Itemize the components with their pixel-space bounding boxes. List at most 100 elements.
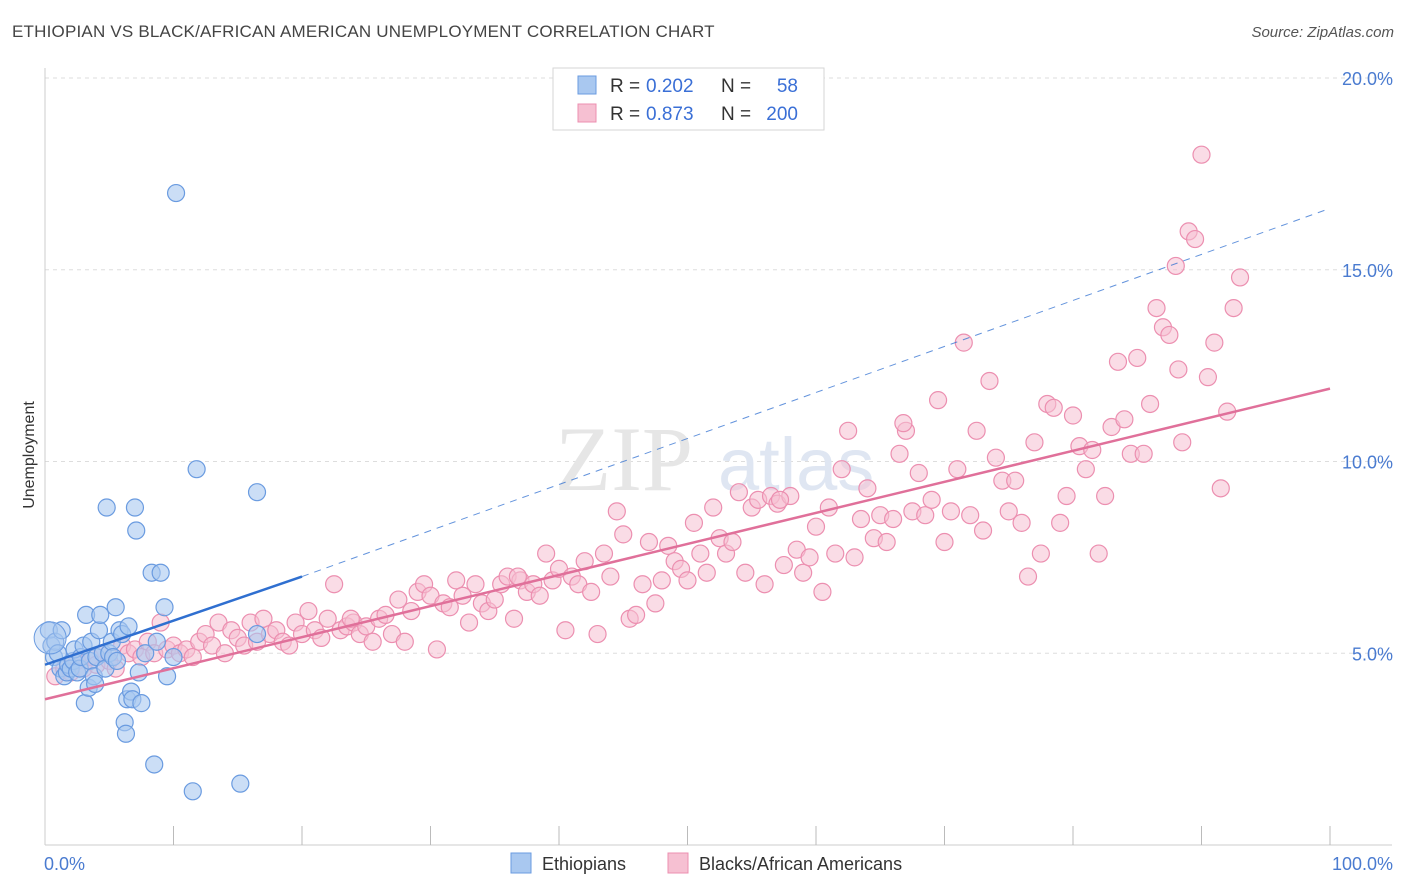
black-point-95	[659, 536, 678, 555]
black-point-135	[916, 506, 935, 525]
black-point-171	[1147, 299, 1166, 318]
black-point-137	[928, 391, 948, 410]
bottom-legend: Ethiopians Blacks/African Americans	[510, 852, 902, 874]
black-point-125	[851, 509, 871, 529]
black-point-173	[1160, 325, 1179, 345]
black-point-101	[697, 563, 716, 582]
black-point-165	[1108, 352, 1128, 371]
ethiopian-point-58	[231, 774, 250, 793]
ethiopian-point-40	[119, 617, 138, 636]
watermark: ZIP atlas	[555, 408, 874, 510]
black-point-169	[1134, 444, 1153, 463]
bottom-legend-swatch-ethiopians	[510, 852, 532, 874]
black-point-124	[845, 548, 864, 567]
black-point-160	[1076, 460, 1095, 479]
legend-n-value-1: 58	[777, 76, 798, 97]
black-point-131	[890, 444, 909, 463]
black-point-170	[1140, 394, 1160, 414]
chart-title: ETHIOPIAN VS BLACK/AFRICAN AMERICAN UNEM…	[12, 22, 715, 41]
ethiopian-cluster-bubble	[33, 621, 67, 655]
legend-r-label-2: R =	[610, 104, 640, 125]
black-point-142	[961, 506, 980, 525]
grid-lines	[45, 77, 1392, 654]
black-point-99	[684, 513, 704, 532]
black-point-119	[813, 582, 832, 601]
y-tick-label-1: 10.0%	[1342, 453, 1393, 473]
black-point-148	[999, 502, 1018, 521]
black-point-186	[894, 414, 913, 433]
black-point-49	[363, 632, 382, 651]
black-point-71	[504, 609, 524, 628]
black-point-113	[774, 555, 793, 575]
ethiopian-point-60	[247, 624, 267, 644]
legend-r-value-2: 0.873	[646, 104, 694, 125]
legend-r-value-1: 0.202	[646, 76, 694, 97]
black-point-94	[652, 571, 671, 590]
watermark-zip: ZIP	[555, 408, 693, 510]
black-point-126	[858, 479, 877, 498]
black-point-150	[1012, 513, 1031, 532]
bottom-legend-swatch-blacks	[667, 852, 689, 874]
black-point-152	[1025, 433, 1044, 452]
ethiopian-point-47	[136, 644, 155, 663]
black-point-145	[980, 371, 999, 391]
black-point-92	[639, 532, 659, 552]
legend-n-label-2: N =	[721, 104, 751, 125]
black-point-177	[1185, 229, 1205, 249]
black-point-87	[607, 502, 626, 521]
black-point-139	[941, 502, 961, 521]
ethiopian-point-43	[125, 498, 145, 517]
black-series-points	[46, 145, 1250, 686]
black-point-90	[626, 605, 646, 625]
x-tick-label-0: 0.0%	[44, 854, 85, 874]
black-point-68	[485, 590, 504, 609]
black-point-178	[1192, 145, 1211, 164]
ethiopian-series-points	[33, 183, 267, 801]
black-trend-line	[44, 387, 1331, 701]
black-point-129	[877, 532, 896, 552]
black-point-84	[588, 624, 607, 644]
black-point-140	[948, 460, 967, 479]
black-point-187	[770, 490, 790, 509]
black-point-130	[883, 509, 903, 529]
black-point-98	[678, 571, 697, 590]
legend-swatch-blacks	[577, 103, 597, 123]
black-point-65	[466, 575, 485, 594]
black-point-151	[1018, 567, 1038, 586]
black-point-123	[839, 421, 858, 440]
black-point-180	[1205, 333, 1224, 352]
axes	[44, 68, 1392, 846]
black-point-106	[729, 483, 749, 502]
black-point-141	[954, 333, 973, 352]
black-point-116	[794, 563, 813, 582]
bottom-legend-ethiopians: Ethiopians	[542, 854, 626, 874]
black-point-76	[537, 544, 556, 563]
black-point-189	[341, 609, 360, 628]
ethiopian-point-44	[127, 521, 146, 540]
legend-swatch-ethiopians	[577, 75, 597, 95]
black-point-138	[935, 532, 954, 552]
tick-labels: 5.0% 10.0% 15.0% 20.0% 0.0% 100.0%	[44, 69, 1393, 874]
black-point-75	[530, 586, 549, 605]
y-tick-label-0: 5.0%	[1352, 644, 1393, 664]
black-point-155	[1044, 398, 1063, 417]
black-point-122	[832, 460, 851, 479]
black-point-157	[1057, 486, 1076, 506]
black-point-153	[1031, 544, 1050, 563]
ethiopian-point-46	[132, 694, 151, 713]
black-point-179	[1198, 368, 1218, 387]
black-point-118	[806, 517, 826, 536]
black-point-88	[614, 525, 633, 544]
black-point-168	[1128, 348, 1147, 368]
black-point-136	[922, 490, 941, 509]
black-point-79	[556, 621, 575, 640]
black-point-85	[594, 544, 614, 563]
black-point-149	[1006, 471, 1025, 490]
ethiopian-point-29	[97, 498, 116, 517]
black-point-86	[601, 567, 620, 586]
black-point-53	[389, 590, 408, 609]
ethiopian-point-38	[116, 724, 136, 743]
legend-n-value-2: 200	[766, 104, 798, 125]
black-point-62	[447, 571, 466, 590]
ethiopian-point-56	[183, 782, 202, 801]
